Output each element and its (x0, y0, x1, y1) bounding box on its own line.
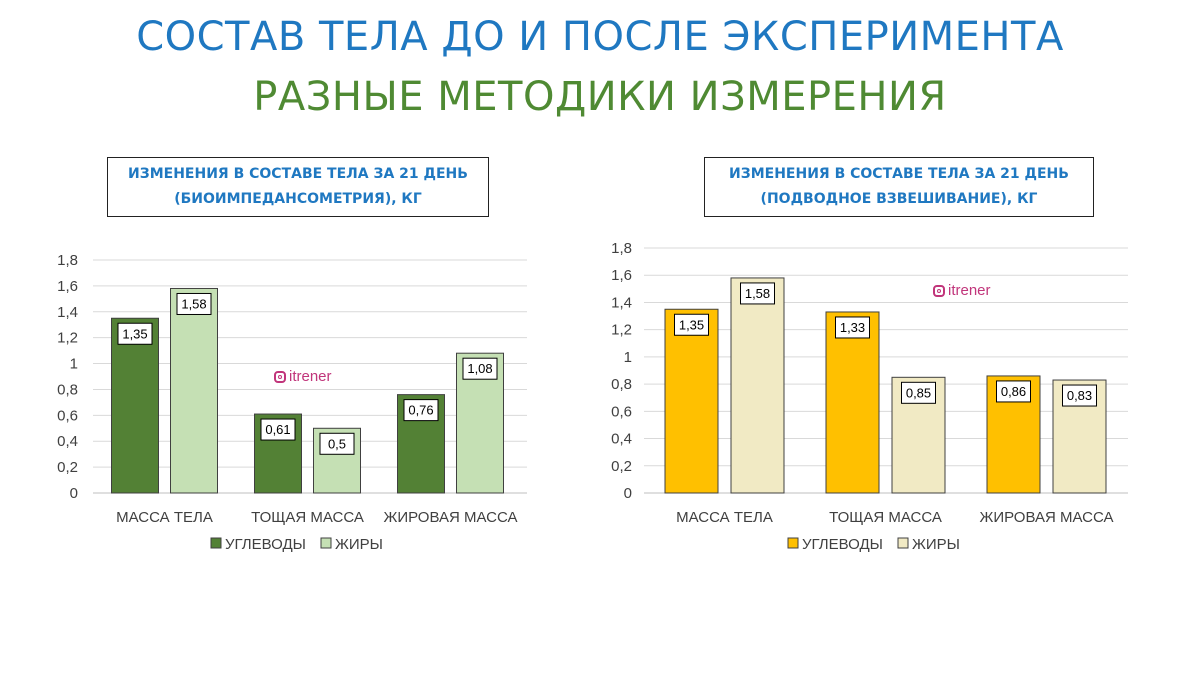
x-category-label: МАССА ТЕЛА (676, 509, 773, 526)
legend-swatch (787, 537, 799, 549)
right-chart-title-box: ИЗМЕНЕНИЯ В СОСТАВЕ ТЕЛА ЗА 21 ДЕНЬ (ПОД… (704, 157, 1094, 217)
legend-label: УГЛЕВОДЫ (225, 536, 306, 553)
data-label: 1,35 (679, 317, 704, 332)
y-tick-label: 0,8 (57, 381, 78, 398)
right-chart-title-line-1: ИЗМЕНЕНИЯ В СОСТАВЕ ТЕЛА ЗА 21 ДЕНЬ (729, 166, 1069, 182)
y-tick-label: 0,6 (611, 403, 632, 420)
left-chart-title-line-1: ИЗМЕНЕНИЯ В СОСТАВЕ ТЕЛА ЗА 21 ДЕНЬ (128, 166, 468, 182)
data-label-box (996, 380, 1031, 403)
slide-title: СОСТАВ ТЕЛА ДО И ПОСЛЕ ЭКСПЕРИМЕНТА (136, 14, 1064, 60)
left-chart-title-line-2: (БИОИМПЕДАНСОМЕТРИЯ), КГ (174, 191, 422, 207)
data-label: 0,76 (408, 403, 433, 418)
data-label-box (901, 381, 936, 404)
data-label-box (1062, 384, 1097, 407)
y-tick-label: 1,6 (57, 278, 78, 295)
data-label-box (674, 313, 709, 336)
y-tick-label: 0 (70, 485, 78, 502)
data-label: 1,33 (840, 320, 865, 335)
legend-label: ЖИРЫ (912, 536, 960, 553)
data-label: 0,83 (1067, 388, 1092, 403)
x-category-label: ТОЩАЯ МАССА (829, 509, 942, 526)
data-label: 0,61 (265, 422, 290, 437)
data-label-box (176, 292, 212, 315)
y-tick-label: 1,2 (611, 322, 632, 339)
data-label-box (740, 282, 775, 305)
data-label: 1,58 (181, 296, 206, 311)
y-tick-label: 0,4 (611, 431, 632, 448)
y-tick-label: 1 (624, 349, 632, 366)
y-tick-label: 1,2 (57, 330, 78, 347)
left-chart-title-box: ИЗМЕНЕНИЯ В СОСТАВЕ ТЕЛА ЗА 21 ДЕНЬ (БИО… (107, 157, 489, 217)
data-label: 1,58 (745, 286, 770, 301)
legend-label: ЖИРЫ (335, 536, 383, 553)
data-label-box (462, 357, 498, 380)
data-label: 0,86 (1001, 384, 1026, 399)
y-tick-label: 0,2 (611, 458, 632, 475)
data-label: 0,5 (328, 436, 346, 451)
legend-swatch (320, 537, 332, 549)
bar (111, 317, 159, 494)
instagram-icon (933, 284, 945, 297)
data-label: 1,08 (467, 361, 492, 376)
y-tick-label: 1,8 (57, 252, 78, 269)
instagram-icon (274, 370, 286, 383)
y-tick-label: 0,6 (57, 407, 78, 424)
y-tick-label: 0,2 (57, 459, 78, 476)
bar (730, 277, 785, 494)
x-category-label: МАССА ТЕЛА (116, 509, 213, 526)
y-tick-label: 1,8 (611, 240, 632, 257)
legend-swatch (210, 537, 222, 549)
y-tick-label: 0,4 (57, 433, 78, 450)
x-category-label: ЖИРОВАЯ МАССА (980, 509, 1114, 526)
x-category-label: ЖИРОВАЯ МАССА (384, 509, 518, 526)
right-chart-title-line-2: (ПОДВОДНОЕ ВЗВЕШИВАНИЕ), КГ (760, 191, 1038, 207)
right-watermark-text: itrener (948, 282, 991, 299)
data-label-box (117, 322, 153, 345)
bar (170, 287, 218, 494)
y-tick-label: 0,8 (611, 376, 632, 393)
slide-subtitle: РАЗНЫЕ МЕТОДИКИ ИЗМЕРЕНИЯ (253, 74, 947, 120)
y-tick-label: 1,4 (611, 294, 632, 311)
bar (825, 311, 880, 494)
data-label-box (319, 432, 355, 455)
data-label-box (403, 399, 439, 422)
legend-label: УГЛЕВОДЫ (802, 536, 883, 553)
data-label: 0,85 (906, 385, 931, 400)
y-tick-label: 0 (624, 485, 632, 502)
data-label: 1,35 (122, 326, 147, 341)
data-label-box (260, 418, 296, 441)
y-tick-label: 1,4 (57, 304, 78, 321)
bar (664, 308, 719, 494)
x-category-label: ТОЩАЯ МАССА (251, 509, 364, 526)
y-tick-label: 1 (70, 356, 78, 373)
bar (891, 376, 946, 494)
right-watermark: itrener (933, 282, 991, 299)
y-tick-label: 1,6 (611, 267, 632, 284)
left-watermark: itrener (274, 368, 332, 385)
data-label-box (835, 316, 870, 339)
legend-swatch (897, 537, 909, 549)
left-watermark-text: itrener (289, 368, 332, 385)
